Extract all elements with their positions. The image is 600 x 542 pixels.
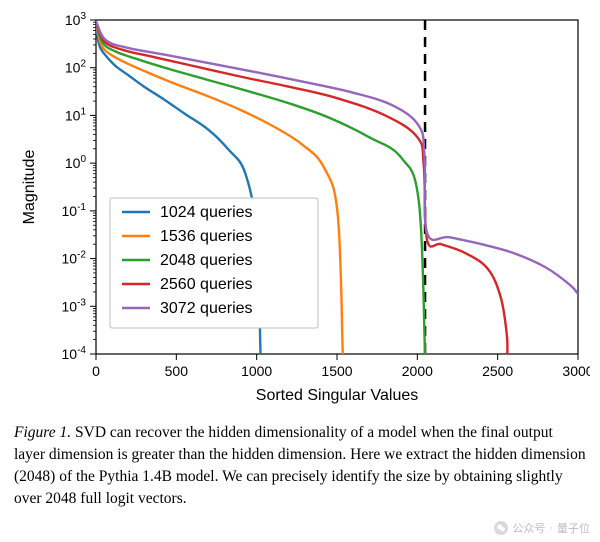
- svg-text:1536 queries: 1536 queries: [160, 228, 253, 245]
- figure-caption: Figure 1. SVD can recover the hidden dim…: [14, 422, 586, 510]
- watermark: 公众号 · 量子位: [494, 520, 590, 536]
- svg-text:2048 queries: 2048 queries: [160, 252, 253, 269]
- svg-text:500: 500: [165, 363, 189, 379]
- figure-number: Figure 1.: [14, 424, 71, 441]
- svg-text:10-3: 10-3: [62, 297, 87, 314]
- svg-text:100: 100: [65, 154, 87, 171]
- svg-text:Sorted Singular Values: Sorted Singular Values: [256, 387, 418, 404]
- watermark-label: 公众号: [512, 520, 545, 536]
- svg-text:102: 102: [65, 59, 87, 76]
- svd-singular-values-chart: 0 500 1000 1500 2000 2500 3000 10-4 10-3 10-2 10-1…: [10, 8, 590, 412]
- svg-text:2000: 2000: [402, 363, 433, 379]
- svg-text:2560 queries: 2560 queries: [160, 276, 253, 293]
- svg-text:0: 0: [92, 363, 100, 379]
- svg-text:10-2: 10-2: [62, 250, 87, 267]
- svg-text:101: 101: [65, 106, 87, 123]
- figure-container: 0 500 1000 1500 2000 2500 3000 10-4 10-3 10-2 10-1…: [10, 8, 590, 412]
- svg-text:10-4: 10-4: [62, 345, 87, 362]
- svg-text:103: 103: [65, 11, 87, 28]
- chart-legend: 1024 queries 1536 queries 2048 queries 2560…: [110, 198, 318, 328]
- svg-text:10-1: 10-1: [62, 202, 87, 219]
- svg-text:2500: 2500: [482, 363, 513, 379]
- figure-caption-text: SVD can recover the hidden dimensionalit…: [14, 424, 586, 507]
- watermark-sep: ·: [549, 522, 553, 534]
- svg-text:1500: 1500: [321, 363, 352, 379]
- wechat-icon: [494, 521, 508, 535]
- svg-text:3072 queries: 3072 queries: [160, 300, 253, 317]
- svg-text:1024 queries: 1024 queries: [160, 204, 253, 221]
- watermark-name: 量子位: [557, 520, 590, 536]
- svg-text:1000: 1000: [241, 363, 272, 379]
- svg-text:3000: 3000: [562, 363, 590, 379]
- svg-text:Magnitude: Magnitude: [21, 150, 38, 225]
